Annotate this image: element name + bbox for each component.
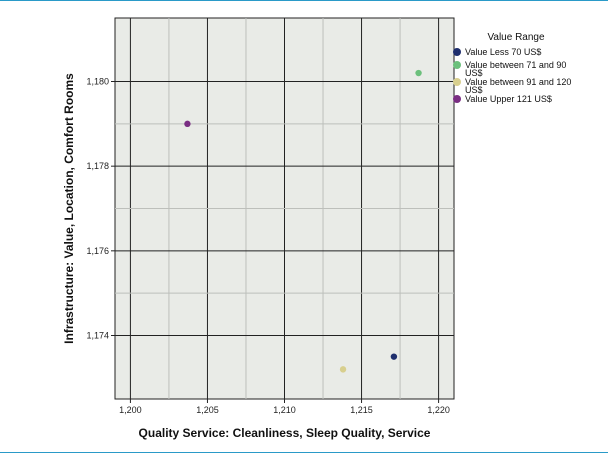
top-border xyxy=(0,0,608,1)
legend-label: Value between 71 and 90 xyxy=(465,60,566,70)
y-tick-label: 1,180 xyxy=(86,77,109,87)
data-point xyxy=(415,69,422,77)
grid-lines xyxy=(115,18,454,399)
data-point xyxy=(339,366,347,373)
legend-label: Value between 91 and 120 xyxy=(465,77,571,87)
legend-marker xyxy=(453,48,461,56)
data-point xyxy=(390,353,398,360)
data-points xyxy=(184,69,422,373)
legend-label: US$ xyxy=(465,85,483,95)
legend-label: US$ xyxy=(465,68,483,78)
x-tick-label: 1,215 xyxy=(350,405,373,415)
legend-marker xyxy=(453,78,461,86)
y-axis-title: Infrastructure: Value, Location, Comfort… xyxy=(62,73,76,344)
y-axis-ticks: 1,174 1,176 1,178 1,180 xyxy=(86,77,115,341)
legend-marker xyxy=(453,61,461,69)
legend: Value Range Value Less 70 US$ Value betwe… xyxy=(453,32,571,104)
x-tick-label: 1,200 xyxy=(119,405,142,415)
legend-marker xyxy=(453,95,461,103)
y-tick-label: 1,178 xyxy=(86,161,109,171)
y-tick-label: 1,176 xyxy=(86,246,109,256)
y-tick-label: 1,174 xyxy=(86,331,109,341)
legend-label: Value Upper 121 US$ xyxy=(465,94,552,104)
x-tick-label: 1,205 xyxy=(196,405,219,415)
legend-title: Value Range xyxy=(487,32,545,43)
x-axis-title: Quality Service: Cleanliness, Sleep Qual… xyxy=(139,426,431,440)
x-tick-label: 1,210 xyxy=(273,405,296,415)
data-point xyxy=(184,120,191,128)
x-axis-ticks: 1,200 1,205 1,210 1,215 1,220 xyxy=(119,399,450,415)
x-tick-label: 1,220 xyxy=(427,405,450,415)
bottom-border xyxy=(0,452,608,453)
legend-label: Value Less 70 US$ xyxy=(465,47,541,57)
